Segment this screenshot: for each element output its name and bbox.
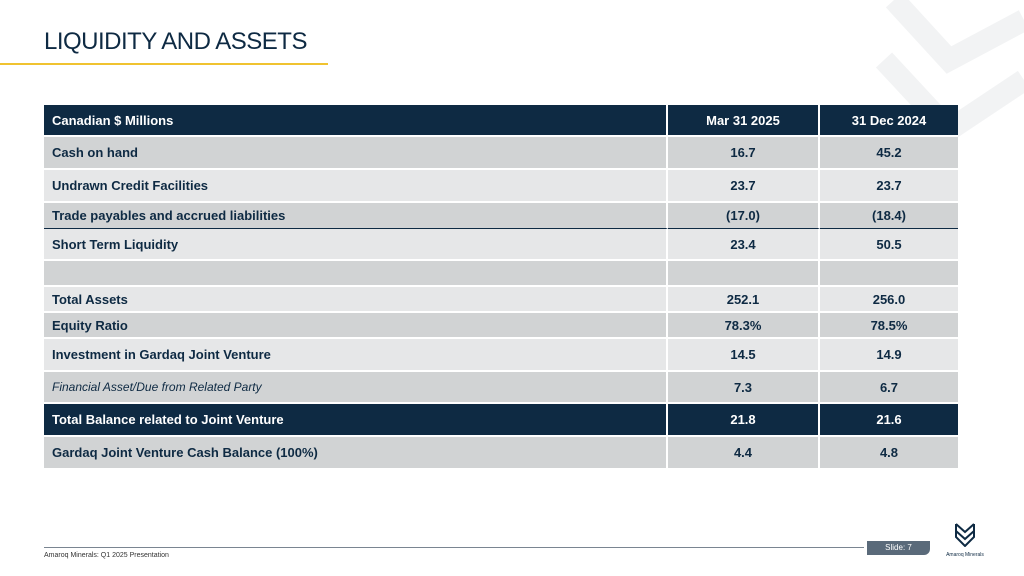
header-col-2: 31 Dec 2024	[820, 105, 958, 137]
row-label: Total Assets	[44, 287, 668, 313]
company-logo: Amaroq Minerals	[945, 523, 985, 558]
value-mar-2025: 21.8	[668, 404, 820, 437]
table-row: Trade payables and accrued liabilities (1…	[44, 203, 958, 229]
value-mar-2025: 23.7	[668, 170, 820, 203]
value-mar-2025: 23.4	[668, 229, 820, 261]
value-mar-2025: 78.3%	[668, 313, 820, 339]
row-label: Equity Ratio	[44, 313, 668, 339]
table-row: Investment in Gardaq Joint Venture 14.5 14…	[44, 339, 958, 372]
value-mar-2025: (17.0)	[668, 203, 820, 229]
header-col-1: Mar 31 2025	[668, 105, 820, 137]
value-dec-2024: 6.7	[820, 372, 958, 404]
value-mar-2025: 4.4	[668, 437, 820, 470]
row-label: Investment in Gardaq Joint Venture	[44, 339, 668, 372]
value-mar-2025: 252.1	[668, 287, 820, 313]
value-mar-2025	[668, 261, 820, 287]
table-row: Financial Asset/Due from Related Party 7.…	[44, 372, 958, 404]
footer-divider	[44, 547, 864, 548]
value-dec-2024	[820, 261, 958, 287]
row-label: Total Balance related to Joint Venture	[44, 404, 668, 437]
row-label: Financial Asset/Due from Related Party	[44, 372, 668, 404]
value-dec-2024: 4.8	[820, 437, 958, 470]
table-row: Equity Ratio 78.3% 78.5%	[44, 313, 958, 339]
slide-number: Slide: 7	[867, 541, 930, 555]
table-row: Cash on hand 16.7 45.2	[44, 137, 958, 170]
value-dec-2024: 23.7	[820, 170, 958, 203]
fox-logo-icon	[955, 523, 975, 548]
value-dec-2024: 256.0	[820, 287, 958, 313]
value-dec-2024: 21.6	[820, 404, 958, 437]
table-header: Canadian $ Millions Mar 31 2025 31 Dec 2…	[44, 105, 958, 137]
value-mar-2025: 14.5	[668, 339, 820, 372]
row-label: Cash on hand	[44, 137, 668, 170]
value-mar-2025: 7.3	[668, 372, 820, 404]
liquidity-table: Canadian $ Millions Mar 31 2025 31 Dec 2…	[44, 105, 958, 470]
table-row: Undrawn Credit Facilities 23.7 23.7	[44, 170, 958, 203]
row-label: Short Term Liquidity	[44, 229, 668, 261]
table-row: Short Term Liquidity 23.4 50.5	[44, 229, 958, 261]
value-dec-2024: 78.5%	[820, 313, 958, 339]
table-row: Gardaq Joint Venture Cash Balance (100%)…	[44, 437, 958, 470]
header-label: Canadian $ Millions	[44, 105, 668, 137]
page-title: LIQUIDITY AND ASSETS	[44, 28, 307, 55]
row-label: Undrawn Credit Facilities	[44, 170, 668, 203]
value-dec-2024: 14.9	[820, 339, 958, 372]
logo-text: Amaroq Minerals	[946, 552, 984, 558]
row-label: Trade payables and accrued liabilities	[44, 203, 668, 229]
table-row: Total Assets 252.1 256.0	[44, 287, 958, 313]
value-dec-2024: 45.2	[820, 137, 958, 170]
value-dec-2024: (18.4)	[820, 203, 958, 229]
table-row	[44, 261, 958, 287]
footer-text: Amaroq Minerals: Q1 2025 Presentation	[44, 552, 169, 559]
table-row: Total Balance related to Joint Venture 21…	[44, 404, 958, 437]
row-label	[44, 261, 668, 287]
title-underline	[0, 63, 328, 65]
value-mar-2025: 16.7	[668, 137, 820, 170]
value-dec-2024: 50.5	[820, 229, 958, 261]
row-label: Gardaq Joint Venture Cash Balance (100%)	[44, 437, 668, 470]
